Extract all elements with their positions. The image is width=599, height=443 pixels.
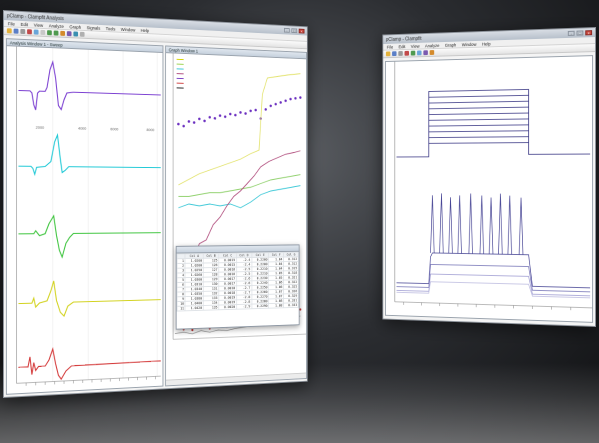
- close-icon[interactable]: x: [585, 30, 592, 35]
- cursor-icon[interactable]: [430, 50, 435, 55]
- menu-view[interactable]: View: [411, 43, 420, 48]
- right-app-window: pClamp - Clampfit - □ x File Edit View A…: [382, 27, 596, 327]
- table-cell[interactable]: 135: [203, 305, 218, 310]
- cursor-icon[interactable]: [60, 31, 65, 36]
- menu-file[interactable]: File: [387, 44, 393, 49]
- menu-analyze[interactable]: Analyze: [49, 23, 64, 29]
- menu-edit[interactable]: Edit: [21, 21, 28, 26]
- menu-signals[interactable]: Signals: [87, 25, 101, 31]
- x-tick-1: 2000: [36, 125, 45, 130]
- play-icon[interactable]: [411, 51, 415, 56]
- table-cell[interactable]: 0.0020: [219, 305, 237, 310]
- paste-icon[interactable]: [40, 30, 45, 35]
- open-icon[interactable]: [386, 51, 390, 56]
- table-icon[interactable]: [73, 31, 78, 36]
- recording-panel: [385, 55, 593, 323]
- save-icon[interactable]: [392, 51, 396, 56]
- open-icon[interactable]: [7, 28, 12, 33]
- minimize-icon[interactable]: -: [568, 31, 575, 36]
- copy-icon[interactable]: [34, 30, 39, 35]
- recording-plot[interactable]: [386, 56, 592, 322]
- trace-analysis-panel: Analysis Window 1 - Sweep 2000 4000 6000…: [6, 38, 163, 395]
- graph-plot[interactable]: [166, 53, 306, 385]
- menu-help[interactable]: Help: [141, 28, 149, 33]
- save-icon[interactable]: [14, 29, 19, 34]
- menu-graph[interactable]: Graph: [445, 42, 456, 47]
- menu-edit[interactable]: Edit: [399, 44, 406, 49]
- results-table-body: 1 1.0200 125 0.0015 -2.4 0.2200 1.04 0.312 2 1.02…: [177, 257, 298, 311]
- menu-window[interactable]: Window: [121, 26, 135, 32]
- maximize-icon[interactable]: □: [291, 28, 297, 33]
- results-table-window: Col A Col B Col C Col D Col E Col F Col …: [176, 244, 300, 329]
- table-cell[interactable]: 1.0420: [185, 306, 203, 311]
- trace-plot[interactable]: 2000 4000 6000 8000: [7, 46, 163, 394]
- settings-icon[interactable]: [80, 32, 85, 37]
- results-table: Col A Col B Col C Col D Col E Col F Col …: [177, 252, 299, 312]
- print-icon[interactable]: [20, 29, 25, 34]
- minimize-icon[interactable]: -: [284, 28, 290, 33]
- right-window-title: pClamp - Clampfit: [386, 36, 422, 43]
- x-tick-3: 6000: [110, 126, 119, 131]
- graph-panel: Graph Window 1: [165, 45, 307, 386]
- cut-icon[interactable]: [27, 29, 32, 34]
- x-tick-2: 4000: [78, 126, 87, 131]
- zoom-in-icon[interactable]: [47, 30, 52, 35]
- menu-view[interactable]: View: [34, 22, 43, 27]
- chart-icon[interactable]: [423, 50, 428, 55]
- x-tick-4: 8000: [146, 127, 155, 132]
- table-cell[interactable]: 0.333: [284, 303, 299, 308]
- print-icon[interactable]: [398, 51, 402, 56]
- left-app-window: pClamp - Clampfit Analysis - □ x File Ed…: [3, 10, 308, 398]
- table-cell[interactable]: -2.9: [236, 304, 251, 309]
- table-cell[interactable]: 0.2290: [251, 304, 268, 309]
- chart-icon[interactable]: [67, 31, 72, 36]
- menu-file[interactable]: File: [8, 21, 15, 26]
- copy-icon[interactable]: [417, 50, 421, 55]
- menu-window[interactable]: Window: [462, 41, 477, 46]
- table-cell[interactable]: 11: [177, 306, 185, 311]
- menu-help[interactable]: Help: [482, 41, 491, 46]
- menu-analyze[interactable]: Analyze: [425, 43, 439, 48]
- zoom-out-icon[interactable]: [54, 30, 59, 35]
- table-cell[interactable]: 1.08: [269, 303, 284, 308]
- record-icon[interactable]: [405, 51, 409, 56]
- maximize-icon[interactable]: □: [577, 30, 584, 35]
- menu-graph[interactable]: Graph: [69, 24, 81, 29]
- close-icon[interactable]: x: [299, 29, 305, 34]
- menu-tools[interactable]: Tools: [106, 26, 116, 31]
